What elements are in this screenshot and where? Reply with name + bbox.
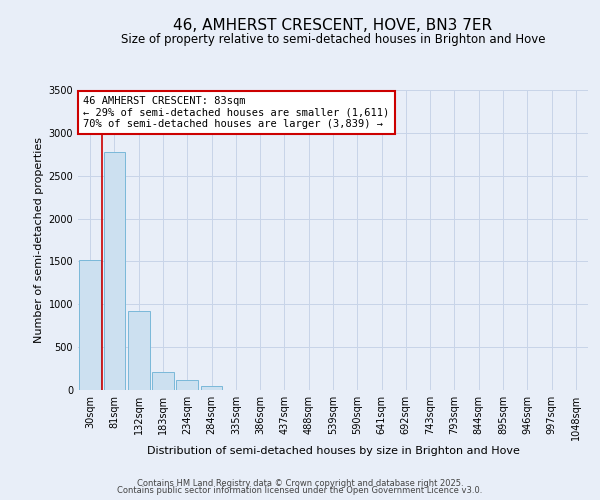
X-axis label: Distribution of semi-detached houses by size in Brighton and Hove: Distribution of semi-detached houses by …: [146, 446, 520, 456]
Text: 46, AMHERST CRESCENT, HOVE, BN3 7ER: 46, AMHERST CRESCENT, HOVE, BN3 7ER: [173, 18, 493, 32]
Text: Contains public sector information licensed under the Open Government Licence v3: Contains public sector information licen…: [118, 486, 482, 495]
Text: 46 AMHERST CRESCENT: 83sqm
← 29% of semi-detached houses are smaller (1,611)
70%: 46 AMHERST CRESCENT: 83sqm ← 29% of semi…: [83, 96, 389, 129]
Bar: [200, 386, 223, 390]
Bar: [104, 152, 125, 390]
Bar: [128, 311, 149, 390]
Bar: [176, 380, 198, 390]
Bar: [79, 260, 101, 390]
Y-axis label: Number of semi-detached properties: Number of semi-detached properties: [34, 137, 44, 343]
Text: Contains HM Land Registry data © Crown copyright and database right 2025.: Contains HM Land Registry data © Crown c…: [137, 478, 463, 488]
Text: Size of property relative to semi-detached houses in Brighton and Hove: Size of property relative to semi-detach…: [121, 32, 545, 46]
Bar: [152, 372, 174, 390]
